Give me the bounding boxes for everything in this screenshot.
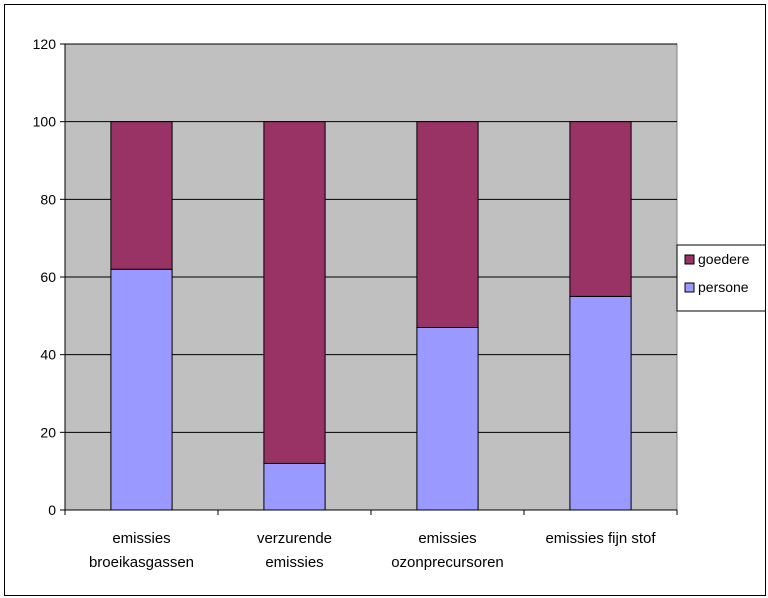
bar-goederenvervoer-3[interactable]: [416, 121, 479, 328]
bar-personenvervoer-2[interactable]: [263, 462, 326, 511]
bar-goederenvervoer-1[interactable]: [110, 121, 173, 270]
legend-label-personenvervoer: persone: [698, 279, 749, 295]
y-tick-label: 0: [48, 502, 56, 518]
legend-swatch-personenvervoer: [684, 282, 695, 293]
x-category-label: broeikasgassen: [89, 554, 194, 571]
bar-personenvervoer-4[interactable]: [569, 295, 632, 511]
y-tick-label: 100: [33, 114, 57, 130]
y-tick-label: 60: [40, 269, 56, 285]
y-tick-label: 80: [40, 191, 56, 207]
x-category-label: emissies: [112, 530, 170, 547]
bar-goederenvervoer-4[interactable]: [569, 121, 632, 297]
x-category-label: emissies: [265, 554, 323, 571]
bar-goederenvervoer-2[interactable]: [263, 121, 326, 464]
x-category-label: emissies fijn stof: [545, 530, 656, 547]
chart-frame: 0 20 40 60 80 100 120 emissies broeikasgassen ver…: [4, 4, 766, 596]
stacked-bar-chart: 0 20 40 60 80 100 120 emissies broeikasgassen ver…: [33, 36, 765, 571]
y-tick-label: 40: [40, 347, 56, 363]
x-category-label: ozonprecursoren: [391, 554, 504, 571]
x-category-label: verzurende: [257, 530, 332, 547]
y-tick-label: 20: [40, 424, 56, 440]
x-category-label: emissies: [418, 530, 476, 547]
legend-swatch-goederenvervoer: [684, 254, 695, 265]
bar-personenvervoer-3[interactable]: [416, 326, 479, 511]
bar-personenvervoer-1[interactable]: [110, 268, 173, 511]
legend-label-goederenvervoer: goedere: [698, 251, 750, 267]
y-tick-label: 120: [33, 36, 57, 52]
